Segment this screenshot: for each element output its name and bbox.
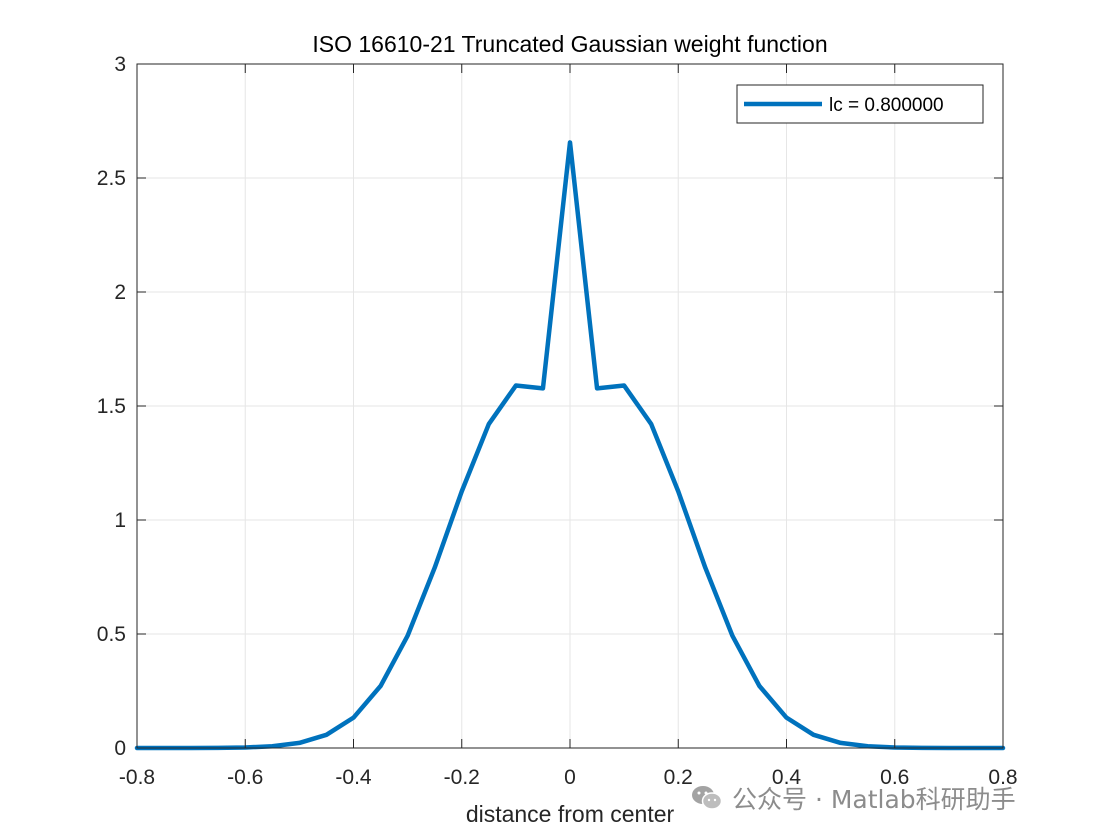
x-tick-label: -0.2 — [444, 766, 480, 789]
y-tick-label: 1.5 — [97, 395, 126, 418]
watermark-text: 公众号 · Matlab科研助手 — [732, 785, 1016, 814]
chart-title: ISO 16610-21 Truncated Gaussian weight f… — [312, 31, 827, 57]
y-tick-label: 2.5 — [97, 167, 126, 190]
x-tick-label: 0 — [564, 766, 576, 789]
legend-entry-label: lc = 0.800000 — [829, 95, 944, 116]
x-axis-label: distance from center — [466, 801, 675, 827]
x-tick-label: -0.8 — [119, 766, 155, 789]
series-layer — [134, 140, 1006, 751]
x-tick-label: 0.6 — [880, 766, 909, 789]
y-tick-label: 0.5 — [97, 623, 126, 646]
y-tick-label: 0 — [114, 737, 126, 760]
legend: lc = 0.800000 — [736, 84, 984, 124]
x-tick-label: -0.6 — [227, 766, 263, 789]
plot-area: -0.8 -0.6 -0.4 -0.2 0 0.2 0.4 0.6 0.8 0 0.5 1 1.5 2 2.… — [97, 53, 1018, 789]
y-tick-label: 2 — [114, 281, 126, 304]
x-tick-label: 0.4 — [772, 766, 802, 789]
watermark: 公众号 · Matlab科研助手 — [690, 778, 1016, 818]
wechat-icon — [692, 786, 723, 810]
y-tick-label: 1 — [114, 509, 126, 532]
series-line — [134, 140, 1006, 751]
x-tick-label: -0.4 — [335, 766, 372, 789]
x-tick-label: 0.8 — [988, 766, 1017, 789]
y-tick-label: 3 — [114, 53, 126, 76]
tick-marks: -0.8 -0.6 -0.4 -0.2 0 0.2 0.4 0.6 0.8 0 0.5 1 1.5 2 2.… — [97, 53, 1018, 789]
x-tick-label: 0.2 — [664, 766, 693, 789]
